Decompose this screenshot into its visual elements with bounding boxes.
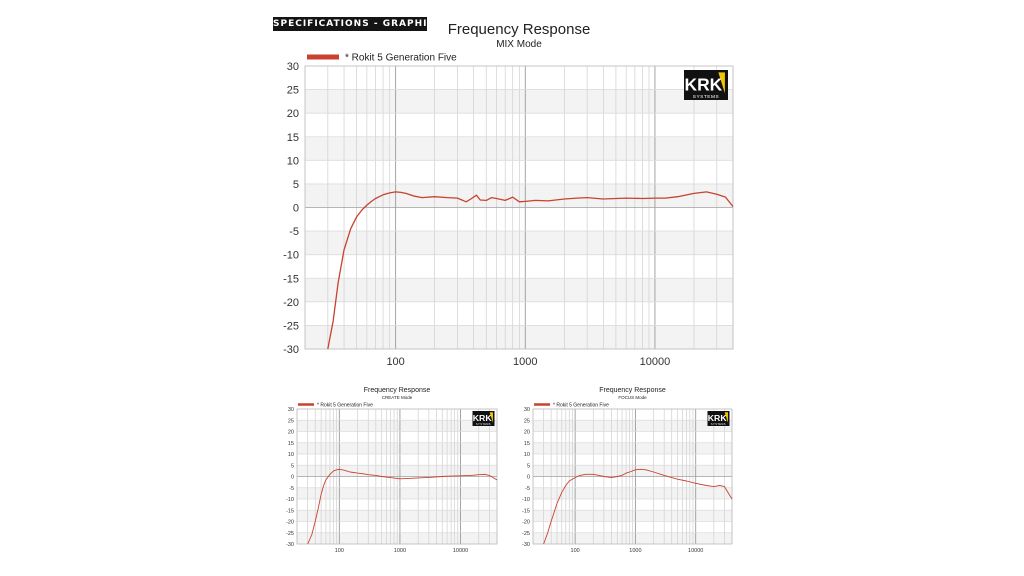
x-tick-label: 10000 (640, 356, 671, 368)
chart-subtitle: CREATE Mode (382, 395, 413, 400)
y-tick-label: -10 (283, 250, 299, 262)
krk-logo-text: KRK (685, 74, 723, 94)
y-tick-label: -20 (522, 520, 530, 526)
x-tick-label: 1000 (513, 356, 537, 368)
y-tick-label: 15 (288, 441, 294, 447)
x-tick-label: 100 (386, 356, 404, 368)
y-tick-label: 15 (524, 441, 530, 447)
y-tick-label: 20 (287, 108, 299, 120)
legend-label: * Rokit 5 Generation Five (317, 402, 373, 408)
krk-logo (707, 411, 730, 426)
x-tick-label: 100 (335, 548, 344, 554)
y-tick-label: -5 (525, 486, 530, 492)
response-curve-line (307, 468, 498, 545)
legend-swatch (298, 403, 314, 406)
krk-logo-text: KRK (708, 413, 728, 423)
x-tick-label: 1000 (394, 548, 406, 554)
y-tick-label: 5 (527, 463, 530, 469)
y-tick-label: 5 (291, 463, 294, 469)
specifications-banner: SPECIFICATIONS - GRAPHICAL (273, 17, 450, 31)
krk-logo-accent (724, 412, 728, 423)
y-tick-label: -10 (286, 497, 294, 503)
y-tick-label: -15 (283, 273, 299, 285)
y-tick-label: -10 (522, 497, 530, 503)
y-tick-label: -30 (283, 344, 299, 356)
y-tick-label: 25 (524, 418, 530, 424)
y-tick-label: 30 (524, 407, 530, 413)
y-tick-label: 20 (524, 430, 530, 436)
krk-logo-text: KRK (473, 413, 493, 423)
krk-logo-accent (489, 412, 493, 423)
krk-logo-subtext: SYSTEMS (476, 423, 491, 426)
y-tick-label: -25 (286, 531, 294, 537)
y-tick-label: 10 (288, 452, 294, 458)
x-tick-label: 100 (571, 548, 580, 554)
legend-label: * Rokit 5 Generation Five (553, 402, 609, 408)
krk-logo-accent (718, 72, 725, 94)
response-curve-line (543, 468, 733, 545)
y-tick-label: 20 (288, 430, 294, 436)
legend-label: * Rokit 5 Generation Five (345, 53, 457, 64)
plot-border (304, 65, 734, 350)
y-tick-label: 0 (527, 475, 530, 481)
y-tick-label: -5 (289, 486, 294, 492)
x-tick-label: 10000 (688, 548, 703, 554)
y-tick-label: -20 (283, 297, 299, 309)
krk-logo-subtext: SYSTEMS (711, 423, 726, 426)
y-tick-label: 25 (287, 85, 299, 97)
y-tick-label: -15 (286, 508, 294, 514)
plot-border (296, 408, 498, 545)
y-tick-label: 10 (287, 155, 299, 167)
chart-title: Frequency Response (364, 387, 431, 394)
y-tick-label: 25 (288, 418, 294, 424)
chart-title: Frequency Response (448, 21, 591, 38)
y-tick-label: -20 (286, 520, 294, 526)
krk-logo (472, 411, 495, 426)
chart-subtitle: MIX Mode (496, 39, 542, 50)
chart-subtitle: FOCUS Mode (618, 395, 647, 400)
y-tick-label: 30 (288, 407, 294, 413)
y-tick-label: 0 (293, 203, 299, 215)
y-tick-label: 30 (287, 61, 299, 73)
y-tick-label: -30 (522, 542, 530, 548)
response-curve-line (327, 191, 734, 350)
y-tick-label: -25 (283, 320, 299, 332)
legend-swatch (307, 54, 339, 60)
y-tick-label: -25 (522, 531, 530, 537)
y-tick-label: 5 (293, 179, 299, 191)
x-tick-label: 10000 (453, 548, 468, 554)
y-tick-label: -5 (289, 226, 299, 238)
y-tick-label: 10 (524, 452, 530, 458)
krk-logo-subtext: SYSTEMS (693, 94, 719, 100)
y-tick-label: 0 (291, 475, 294, 481)
y-tick-label: 15 (287, 132, 299, 144)
y-tick-label: -15 (522, 508, 530, 514)
legend-swatch (534, 403, 550, 406)
y-tick-label: -30 (286, 542, 294, 548)
plot-border (532, 408, 733, 545)
x-tick-label: 1000 (629, 548, 641, 554)
chart-title: Frequency Response (599, 387, 666, 394)
